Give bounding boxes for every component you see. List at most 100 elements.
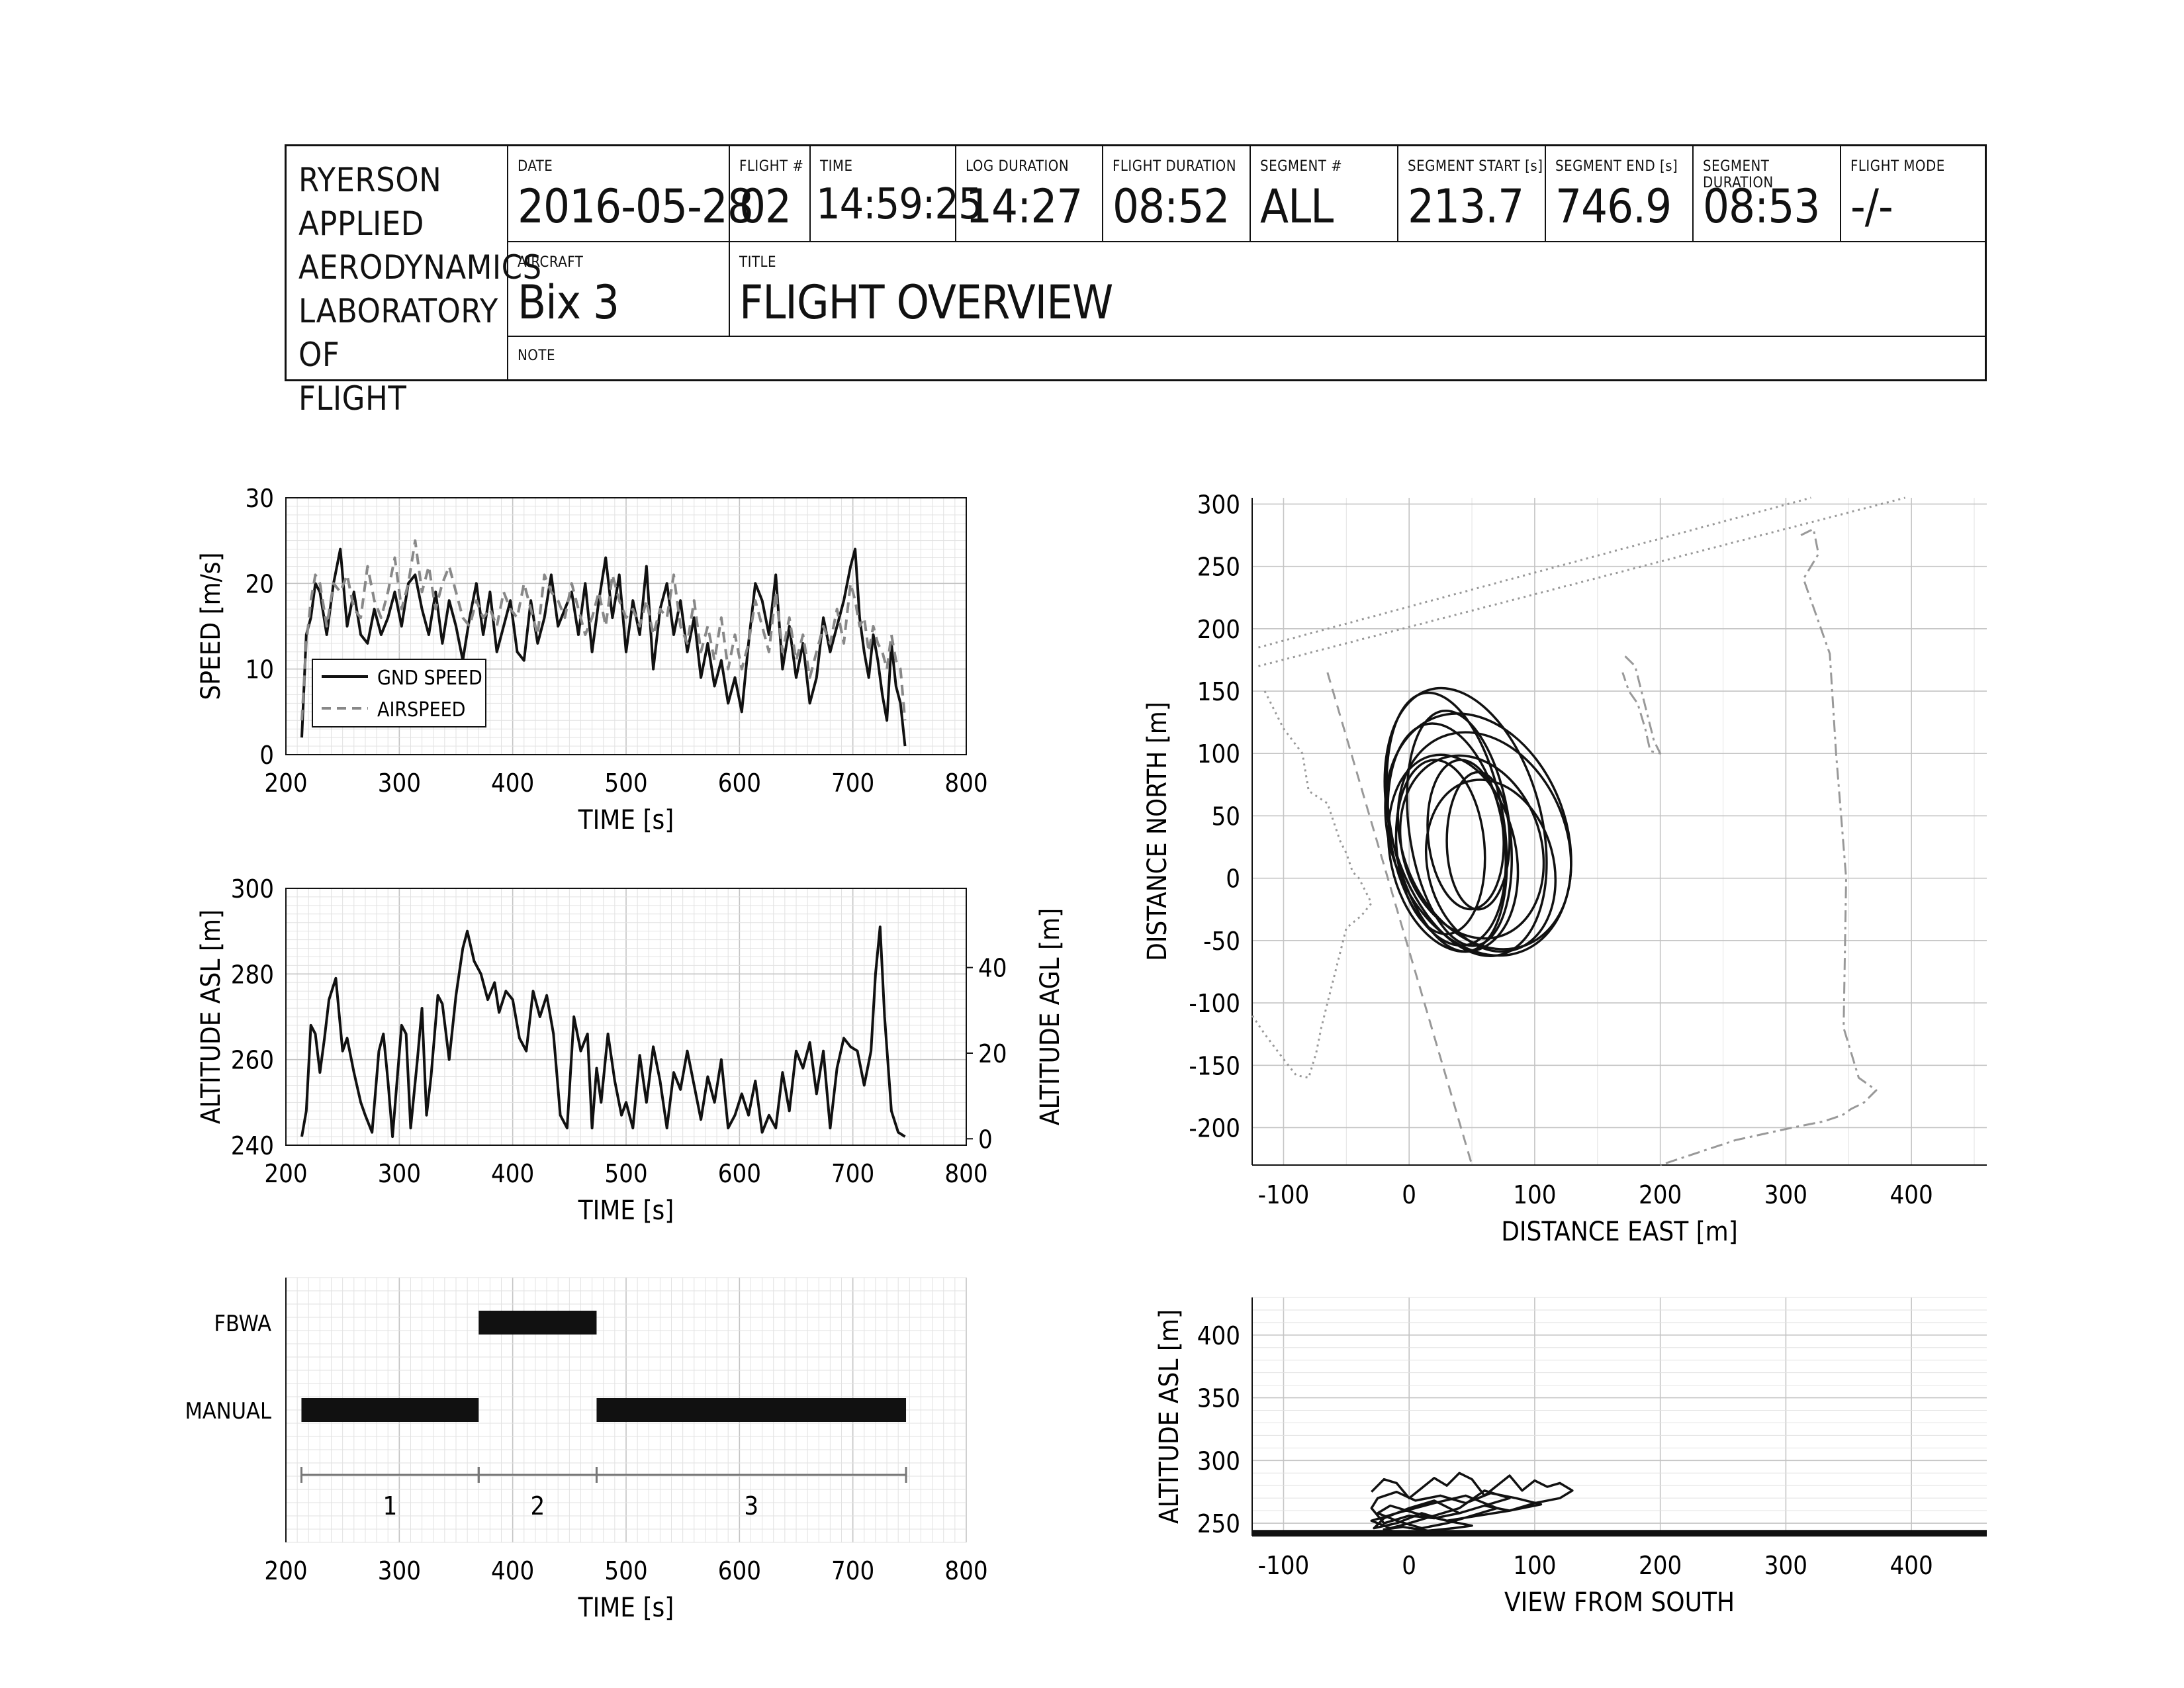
boundary-line: [1660, 528, 1878, 1166]
track-y-ticks: -200 -150 -100 -50 0 50 100 150 200 250 300: [1189, 490, 1240, 1143]
mode-bar-manual: [301, 1398, 479, 1422]
boundary-line: [1258, 496, 1811, 649]
y-tick-label: 0: [259, 741, 274, 770]
x-tick-label: 700: [831, 1556, 874, 1585]
x-tick-label: 300: [1764, 1180, 1807, 1209]
boundary-line: [1621, 655, 1662, 755]
speed-grid: [285, 497, 967, 755]
x-tick-label: 600: [718, 1159, 761, 1188]
speed-y-axis-label: SPEED [m/s]: [196, 552, 226, 700]
x-tick-label: 400: [491, 769, 534, 798]
field-value: ALL: [1260, 179, 1334, 234]
x-tick-label: 300: [378, 1556, 421, 1585]
speed-series: [300, 539, 907, 747]
y-tick-label: 260: [231, 1046, 274, 1075]
track-x-ticks: -100 0 100 200 300 400: [1258, 1180, 1933, 1209]
flight-number-field: FLIGHT # 02: [730, 146, 811, 241]
lab-name-line: FLIGHT: [298, 379, 407, 418]
x-tick-label: 400: [491, 1159, 534, 1188]
lab-name-cell: RYERSON APPLIED AERODYNAMICS LABORATORY …: [287, 146, 541, 418]
field-value: -/-: [1850, 179, 1893, 234]
track-x-axis-label: DISTANCE EAST [m]: [1501, 1217, 1738, 1247]
x-tick-label: 200: [264, 1159, 307, 1188]
x-tick-label: 700: [831, 1159, 874, 1188]
south-grid: [1251, 1297, 1987, 1536]
boundary-line: [1258, 496, 1906, 667]
y-tick-label: -200: [1189, 1113, 1240, 1143]
y-tick-label: -50: [1203, 927, 1240, 956]
y-tick-label: 300: [231, 874, 274, 904]
altitude-y-ticks: 240 260 280 300: [231, 874, 274, 1160]
x-tick-label: 100: [1513, 1180, 1556, 1209]
speed-plot-frame: [285, 497, 967, 755]
y-tick-label: 280: [231, 960, 274, 989]
altitude-plot-frame: [285, 888, 967, 1146]
field-value: 08:53: [1703, 179, 1820, 234]
field-value: 08:52: [1113, 179, 1230, 234]
speed-y-ticks: 0 10 20 30: [246, 484, 275, 770]
agl-tick-label: 0: [978, 1125, 993, 1154]
y-tick-label: 250: [1197, 553, 1240, 582]
field-label: NOTE: [518, 348, 555, 364]
x-tick-label: 200: [1639, 1180, 1682, 1209]
altitude-series: [300, 925, 906, 1139]
field-value: 213.7: [1408, 179, 1524, 234]
field-label: LOG DURATION: [966, 158, 1069, 175]
airspeed-line: [300, 539, 907, 721]
speed-x-axis-label: TIME [s]: [578, 805, 674, 835]
date-field: DATE 2016-05-28: [508, 146, 754, 241]
mode-label: MANUAL: [185, 1398, 271, 1425]
flight-mode-chart: 1 2 3 200 300 400 500 600 700 800 FBWA MANUAL TIM…: [185, 1277, 988, 1623]
x-tick-label: 200: [1639, 1551, 1682, 1580]
legend-box: [312, 659, 486, 727]
legend-gnd-speed-label: GND SPEED: [377, 667, 482, 690]
field-label: AIRCRAFT: [518, 254, 584, 271]
altitude-chart: 200 300 400 500 600 700 800 240 260 280 300 0 20 40…: [196, 874, 1066, 1226]
y-tick-label: 300: [1197, 1446, 1240, 1476]
modes-segments: 1 2 3: [300, 1467, 907, 1521]
field-value: 14:59:25: [816, 180, 983, 229]
altitude-x-ticks: 200 300 400 500 600 700 800: [264, 1159, 987, 1188]
field-value: 14:27: [966, 179, 1083, 234]
segment-number-field: SEGMENT # ALL: [1251, 146, 1398, 241]
mode-label: FBWA: [214, 1311, 271, 1337]
field-label: SEGMENT #: [1260, 158, 1343, 175]
speed-chart: 200 300 400 500 600 700 800 0 10 20 30 TIME [s] S…: [196, 484, 988, 835]
south-x-ticks: -100 0 100 200 300 400: [1258, 1551, 1933, 1580]
field-label: DATE: [518, 158, 553, 175]
x-tick-label: 400: [1890, 1551, 1933, 1580]
x-tick-label: 100: [1513, 1551, 1556, 1580]
x-tick-label: 300: [378, 769, 421, 798]
altitude-agl-ticks: 0 20 40: [966, 954, 1007, 1154]
time-field: TIME 14:59:25: [811, 146, 983, 241]
x-tick-label: 200: [264, 769, 307, 798]
y-tick-label: 50: [1212, 802, 1241, 831]
segment-label: 1: [383, 1491, 397, 1521]
field-value: 02: [739, 179, 792, 234]
lab-name-line: AERODYNAMICS: [298, 248, 542, 287]
y-tick-label: -100: [1189, 989, 1240, 1018]
field-label: TITLE: [739, 254, 777, 271]
x-tick-label: -100: [1258, 1180, 1310, 1209]
x-tick-label: 500: [604, 1556, 647, 1585]
y-tick-label: -150: [1189, 1051, 1240, 1080]
lab-name-line: RYERSON: [298, 161, 442, 199]
x-tick-label: 300: [378, 1159, 421, 1188]
x-tick-label: 300: [1764, 1551, 1807, 1580]
y-tick-label: 250: [1197, 1509, 1240, 1538]
title-block: RYERSON APPLIED AERODYNAMICS LABORATORY …: [285, 144, 1987, 418]
mode-bar-fbwa: [478, 1311, 597, 1335]
flight-loop: [1445, 771, 1511, 911]
log-duration-field: LOG DURATION 14:27: [956, 146, 1103, 241]
x-tick-label: 800: [944, 1556, 987, 1585]
title-field: TITLE FLIGHT OVERVIEW: [730, 242, 1985, 336]
track-flight-path: [1383, 686, 1572, 957]
boundary-line: [1251, 690, 1373, 1079]
field-label: SEGMENT DURATION: [1703, 158, 1774, 191]
y-tick-label: 10: [246, 655, 275, 684]
segment-duration-field: SEGMENT DURATION 08:53: [1694, 146, 1841, 241]
field-label: FLIGHT MODE: [1850, 158, 1945, 175]
flight-loop: [1394, 759, 1486, 935]
modes-category-labels: FBWA MANUAL: [185, 1311, 271, 1425]
x-tick-label: 200: [264, 1556, 307, 1585]
